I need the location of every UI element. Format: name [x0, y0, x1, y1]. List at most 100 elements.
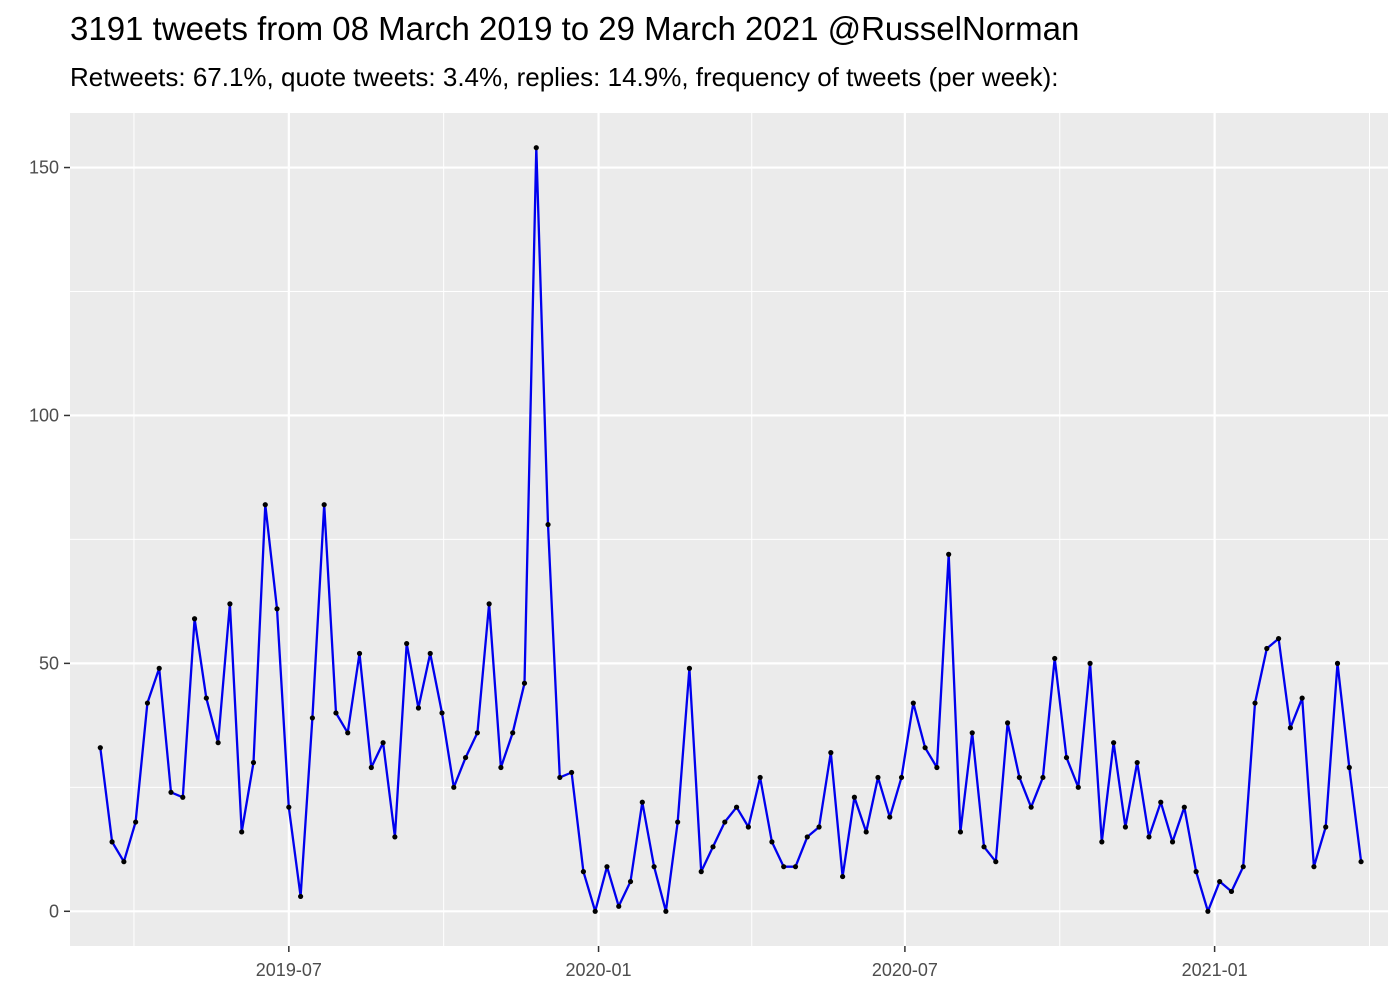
series-line	[99, 146, 1363, 913]
data-point	[722, 819, 728, 825]
data-point	[1311, 864, 1317, 870]
data-point	[639, 799, 645, 805]
data-point	[498, 764, 504, 771]
data-point	[1052, 655, 1058, 662]
data-point	[415, 705, 422, 711]
data-point	[321, 502, 327, 508]
data-point	[1075, 784, 1081, 790]
data-point	[1040, 774, 1046, 781]
data-point	[981, 844, 987, 850]
data-point	[592, 908, 598, 914]
data-point	[781, 864, 787, 870]
data-point	[274, 606, 280, 612]
data-point	[887, 814, 893, 820]
data-point	[1240, 864, 1246, 870]
data-point	[627, 878, 634, 885]
data-point	[1205, 908, 1211, 914]
data-point	[1146, 834, 1152, 840]
data-point	[1134, 759, 1140, 766]
data-point	[851, 794, 858, 800]
data-point	[392, 834, 398, 840]
data-point	[427, 650, 433, 657]
data-point	[663, 908, 669, 914]
data-point	[404, 640, 410, 647]
data-point	[97, 745, 103, 751]
data-point	[816, 824, 822, 830]
data-point	[828, 750, 834, 756]
data-point	[1264, 645, 1270, 652]
data-point	[675, 819, 681, 825]
data-point	[262, 502, 268, 508]
data-point	[1228, 888, 1235, 895]
data-point	[451, 784, 457, 790]
data-point	[1346, 764, 1352, 771]
data-point	[1334, 660, 1341, 666]
data-point	[439, 710, 445, 716]
data-point	[1287, 725, 1293, 731]
data-point	[109, 839, 115, 845]
data-point	[1217, 878, 1223, 885]
data-point	[380, 740, 386, 746]
data-point	[698, 869, 704, 875]
data-point	[1122, 824, 1129, 830]
data-point	[580, 869, 586, 875]
data-point	[486, 601, 492, 607]
x-tick-label: 2021-01	[1182, 960, 1248, 980]
data-point	[993, 859, 999, 865]
y-tick-label: 0	[49, 901, 59, 921]
x-tick-label: 2020-01	[566, 960, 632, 980]
data-point	[1181, 804, 1187, 810]
data-point	[969, 730, 975, 736]
data-point	[1358, 859, 1364, 865]
data-point	[462, 754, 469, 761]
data-point	[1252, 700, 1258, 706]
data-point	[792, 864, 799, 870]
data-point	[1063, 754, 1070, 761]
data-point	[557, 774, 563, 781]
data-point	[286, 804, 292, 810]
data-point	[1016, 774, 1022, 781]
data-point	[651, 864, 657, 870]
data-point	[250, 759, 257, 766]
data-point	[203, 695, 209, 701]
data-point	[1004, 720, 1011, 726]
data-point	[757, 774, 763, 781]
data-point	[616, 903, 622, 909]
x-tick-label: 2020-07	[872, 960, 938, 980]
data-point	[910, 700, 916, 706]
data-point	[875, 774, 881, 781]
data-point	[545, 521, 551, 528]
data-point	[934, 764, 940, 771]
y-tick-label: 50	[39, 653, 59, 673]
data-point	[180, 794, 186, 800]
data-point	[215, 740, 221, 746]
data-point	[1193, 869, 1199, 875]
data-point	[510, 730, 516, 736]
data-point	[1111, 740, 1117, 746]
data-point	[191, 616, 198, 622]
data-point	[922, 745, 928, 751]
data-point	[1087, 660, 1093, 666]
data-point	[1099, 839, 1105, 845]
data-point	[309, 715, 315, 721]
data-point	[733, 804, 740, 810]
data-point	[227, 601, 233, 607]
data-point	[356, 650, 363, 657]
data-point	[840, 873, 846, 880]
data-point	[804, 834, 810, 840]
data-point	[1323, 824, 1329, 830]
data-point	[239, 829, 245, 835]
x-tick-label: 2019-07	[256, 960, 322, 980]
data-point	[957, 829, 964, 835]
data-point	[333, 710, 339, 716]
y-tick-label: 150	[29, 158, 59, 178]
data-point	[1158, 799, 1164, 805]
data-point	[144, 700, 151, 706]
chart-title: 3191 tweets from 08 March 2019 to 29 Mar…	[70, 10, 1080, 47]
data-point	[1169, 839, 1176, 845]
data-point	[745, 824, 751, 830]
data-point	[898, 774, 905, 781]
data-point	[345, 730, 351, 736]
data-point	[533, 145, 539, 151]
